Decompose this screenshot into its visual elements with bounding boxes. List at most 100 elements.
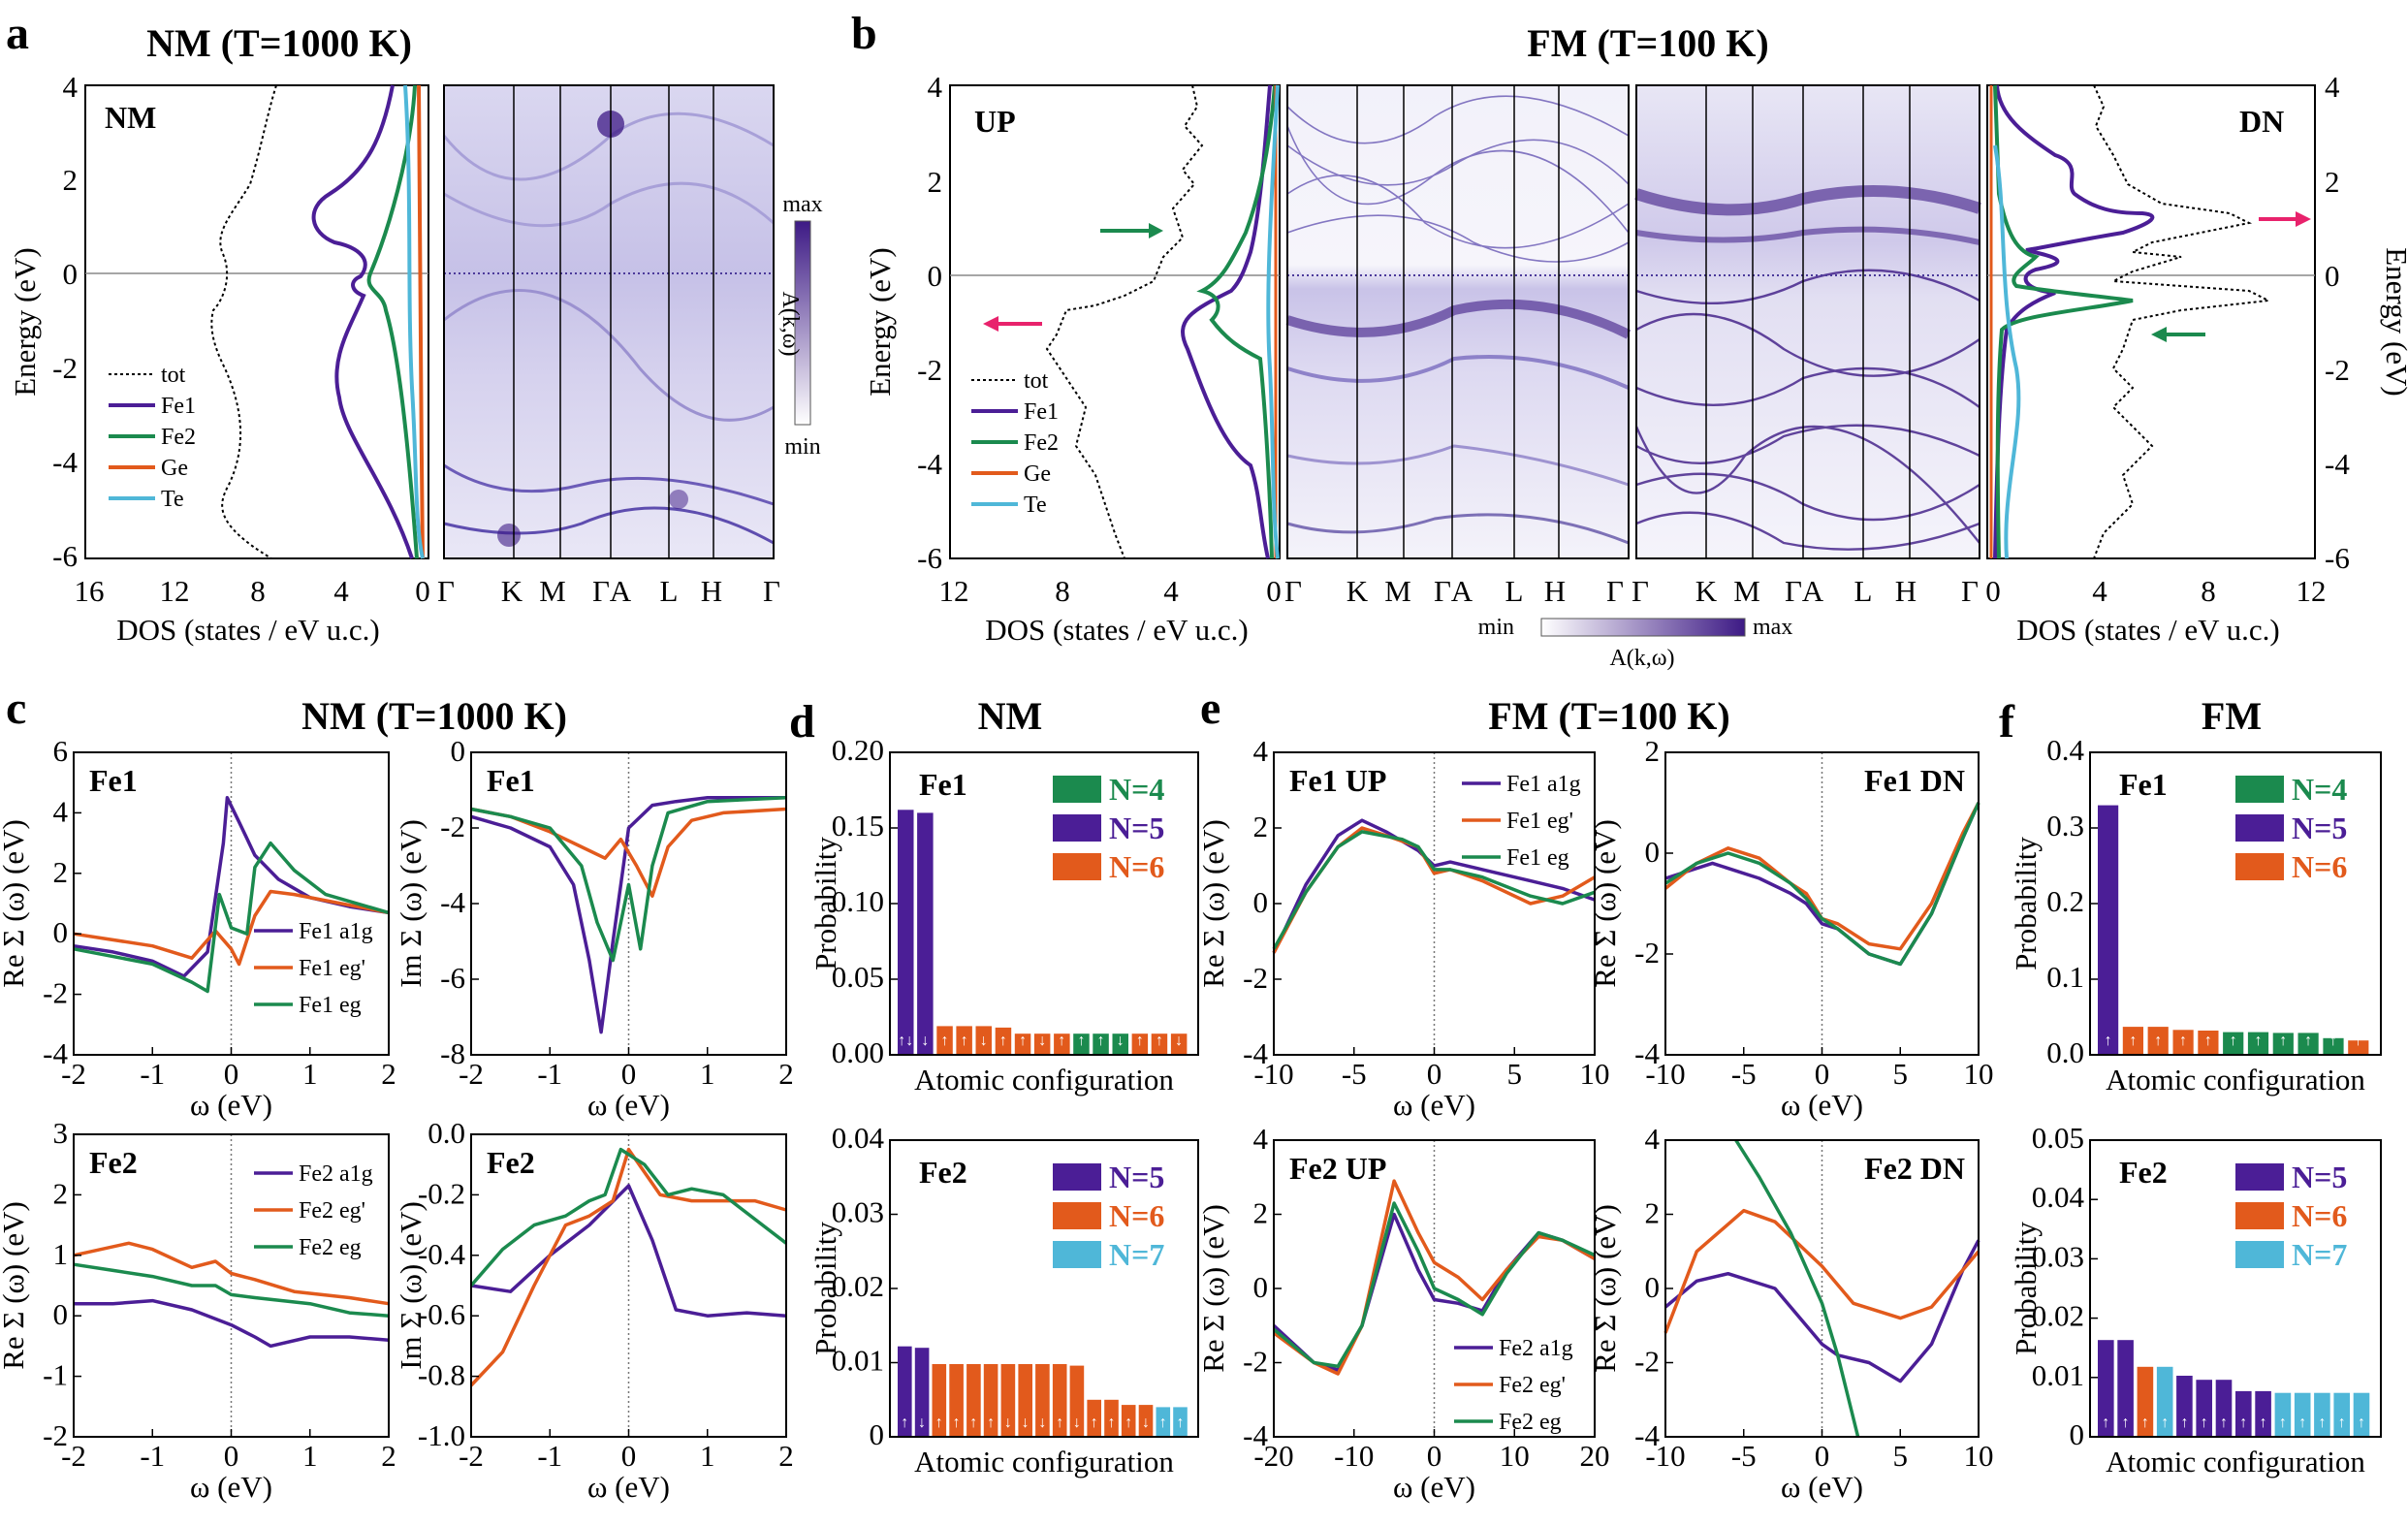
f-fe1-inner-label: Fe1	[2119, 767, 2168, 802]
e-fe1-up-series-2	[1272, 830, 1596, 950]
d-fe2-bar	[1000, 1364, 1016, 1437]
b-up-dos-fe2	[1196, 84, 1277, 559]
f-fe2-bar	[2156, 1366, 2173, 1437]
e-fe2-up-xtick: 0	[1427, 1439, 1442, 1473]
a-xtick: 0	[415, 574, 430, 608]
b-legend-te: Te	[1024, 493, 1047, 518]
d-fe2-ytick: 0	[870, 1417, 885, 1451]
e-fe1-dn-chart: 2 0 -2 -4-10 -5 0 5 10 ω (eV) Re Σ (ω) (eV) Fe1 DN	[1588, 734, 1994, 1122]
b-arrows-left	[983, 223, 1163, 332]
a-legend-te: Te	[161, 487, 184, 512]
f-fe1-bar	[2122, 1027, 2143, 1055]
c-re-fe1-xtick: 1	[302, 1057, 318, 1091]
b-xtick: 8	[1055, 574, 1070, 608]
d-fe2-ytick: 0.02	[832, 1269, 884, 1303]
f-fe2-bar	[2333, 1392, 2350, 1437]
e-fe1-dn-xtick: 10	[1964, 1057, 1994, 1091]
c-re-fe2-xtick: -2	[61, 1439, 86, 1473]
a-ytick: -6	[52, 539, 78, 573]
b-spectral-map-dn	[1634, 84, 1981, 559]
b-kpath-labels: Γ K M Γ A L H Γ Γ K M Γ A L H Γ	[1284, 574, 1979, 608]
d-fe1-bar-spin: ↑	[941, 1033, 949, 1049]
c-im-fe1-chart: 0-2-4-6-8-2 -1 0 1 2ω (eV)Im Σ (ω) (eV)Fe1	[394, 734, 794, 1122]
d-fe1-bar	[898, 810, 914, 1055]
d-fe1-bar-spin: ↓	[1117, 1033, 1125, 1049]
f-fe2-bar-spin: ↑	[2201, 1415, 2208, 1431]
panel-label-c: c	[6, 683, 26, 734]
d-fe2-bar-spin: ↓	[918, 1415, 926, 1431]
d-fe2-bar	[949, 1364, 964, 1437]
f-fe1-ytick: 0.0	[2046, 1035, 2084, 1069]
b-up-dos-frame	[949, 84, 1281, 559]
b-ytick: -2	[917, 353, 942, 387]
c-re-fe1-legend-text: Fe1 a1g	[299, 919, 373, 944]
f-fe1-bar-spin: ↑	[2279, 1033, 2287, 1049]
e-fe2-up-ytick: -2	[1243, 1345, 1268, 1379]
c-re-fe1-xtick: 0	[224, 1057, 239, 1091]
f-fe2-bar-spin: ↑	[2161, 1415, 2169, 1431]
e-fe2-dn-series-1	[1663, 1208, 1980, 1334]
c-im-fe2-ytick: -1.0	[418, 1418, 465, 1452]
b-xtick-right: 8	[2201, 574, 2216, 608]
e-fe2-up-ylabel: Re Σ (ω) (eV)	[1196, 1204, 1230, 1373]
f-fe2-ytick: 0	[2070, 1417, 2085, 1451]
f-fe1-ylabel: Probability	[2009, 837, 2043, 970]
e-fe2-dn-ytick: -4	[1634, 1418, 1660, 1452]
c-re-fe2-ytick: -1	[43, 1358, 68, 1392]
a-dos-fe2	[366, 84, 419, 559]
d-fe1-nlegend-swatch	[1053, 776, 1101, 803]
b-cb-min: min	[1478, 615, 1514, 640]
f-fe2-ytick: 0.01	[2032, 1358, 2084, 1392]
e-fe2-up-legend-text: Fe2 a1g	[1499, 1336, 1573, 1361]
f-fe1-nlegend-swatch	[2235, 853, 2284, 880]
d-fe2-bar	[1052, 1364, 1067, 1437]
panel-label-e: e	[1200, 683, 1220, 734]
e-fe2-dn-chart: 4 2 0 -2 -4-10 -5 0 5 10 ω (eV) Re Σ (ω) (eV) Fe2 D…	[1588, 1122, 1994, 1504]
b-kpoint: Γ	[1434, 574, 1451, 608]
f-fe1-bar-spin: ↑	[2105, 1033, 2112, 1049]
d-fe2-bar	[1087, 1399, 1101, 1438]
f-fe1-bar-spin: ↑	[2179, 1033, 2187, 1049]
a-dos-te	[403, 84, 425, 559]
c-re-fe1-ytick: -4	[43, 1036, 68, 1070]
f-fe1-bar-spin: ↑	[2355, 1033, 2362, 1049]
d-fe1-bar	[936, 1026, 953, 1055]
c-re-fe1-xlabel: ω (eV)	[190, 1088, 272, 1122]
d-fe2-bar-spin: ↓	[1142, 1415, 1150, 1431]
e-fe1-dn-ylabel: Re Σ (ω) (eV)	[1588, 819, 1622, 988]
b-up-dos-fe1	[1181, 84, 1272, 559]
title-e: FM (T=100 K)	[1488, 694, 1729, 738]
d-fe2-bar-spin: ↑	[987, 1415, 995, 1431]
f-fe1-bar	[2098, 805, 2119, 1055]
c-im-fe2-xtick: 0	[621, 1439, 637, 1473]
b-up-dos-curves	[1045, 84, 1280, 559]
d-fe1-bar	[1014, 1033, 1031, 1055]
c-re-fe1-ytick: 2	[53, 855, 69, 889]
d-fe1-nlegend-text: N=5	[1109, 811, 1164, 845]
d-fe2-bar-spin: ↑	[1091, 1415, 1098, 1431]
d-fe2-nlegend-swatch	[1053, 1163, 1101, 1191]
d-fe1-bar-spin: ↑	[1058, 1033, 1065, 1049]
panel-label-b: b	[851, 8, 877, 59]
a-spectral-map	[442, 84, 776, 559]
d-fe1-bar-spin: ↑	[999, 1033, 1007, 1049]
f-fe2-nlegend-text: N=5	[2292, 1160, 2347, 1194]
e-fe2-up-ytick: 0	[1253, 1270, 1269, 1304]
f-fe1-chart: ↑ ↑ ↑ ↑ ↑ ↑ ↑ ↑ ↑ ↑ ↑ 0.4 0.3 0.2 0.1 0.0 Atomic configu…	[2009, 733, 2382, 1097]
e-fe2-up-ytick: 2	[1253, 1196, 1269, 1230]
e-fe1-up-ytick: -2	[1243, 961, 1268, 995]
e-fe2-dn-ytick: 2	[1645, 1196, 1661, 1230]
a-legend-fe2: Fe2	[161, 425, 196, 450]
b-left-dos-ticks: 12 8 4 0	[939, 574, 1282, 608]
b-right-dos-ticks: 0 4 8 12	[1985, 574, 2326, 608]
f-fe2-bar	[2176, 1376, 2193, 1437]
b-up-dos-te	[1266, 84, 1280, 559]
f-fe2-bar-spin: ↑	[2298, 1415, 2306, 1431]
a-kpoint: L	[660, 574, 679, 608]
c-im-fe2-series-0	[470, 1184, 787, 1318]
b-ytick-right: 4	[2325, 70, 2340, 104]
b-arrows-right	[2151, 211, 2311, 342]
b-kpoint: Γ	[1284, 574, 1302, 608]
e-fe1-dn-ytick: 0	[1645, 835, 1661, 869]
e-fe1-up-xtick: 0	[1427, 1057, 1442, 1091]
